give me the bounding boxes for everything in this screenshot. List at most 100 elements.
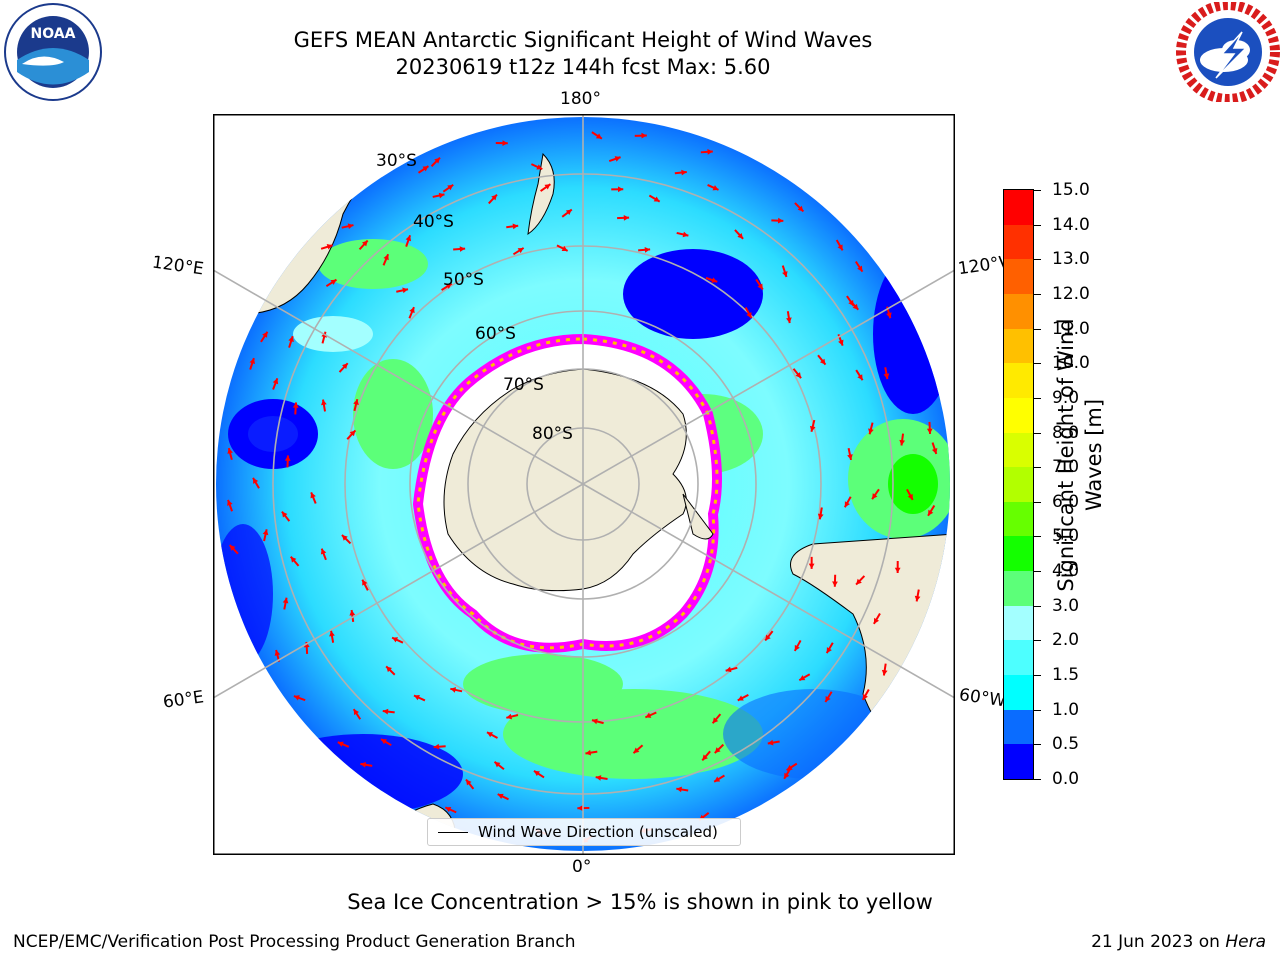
wave-arrow-head — [857, 265, 863, 272]
wave-arrow-head — [293, 695, 300, 701]
colorbar-tick-mark — [1034, 709, 1041, 711]
wave-arrow-head — [872, 493, 878, 500]
wave-arrow-head — [445, 283, 452, 289]
wave-arrow-head — [533, 770, 540, 777]
lon-label-left-upper: 120°E — [150, 252, 205, 280]
wave-arrow-head — [711, 277, 718, 283]
wave-arrow-head — [714, 776, 721, 782]
wave-arrow-head — [445, 806, 452, 813]
footer-branch: NCEP/EMC/Verification Post Processing Pr… — [13, 932, 576, 952]
wave-arrow-head — [229, 545, 236, 551]
wave-arrow-head — [292, 402, 299, 408]
colorbar-tick-label: 11.0 — [1052, 318, 1090, 339]
low-wave-patch — [623, 249, 763, 339]
wave-arrow-head — [502, 140, 508, 146]
colorbar-tick-label: 8.0 — [1052, 422, 1080, 443]
wave-arrow-head — [786, 317, 792, 324]
legend-label: Wind Wave Direction (unscaled) — [478, 823, 718, 841]
wave-arrow-head — [349, 610, 356, 616]
wave-arrow-head — [321, 399, 327, 406]
wave-arrow-head — [702, 754, 708, 761]
wave-arrow-head — [310, 492, 316, 499]
wave-arrow-head — [777, 217, 784, 224]
wave-arrow-head — [757, 283, 763, 290]
colorbar-segment — [1004, 258, 1033, 294]
wave-arrow-head — [383, 254, 389, 261]
wave-arrow-head — [714, 747, 721, 754]
colorbar-segment — [1004, 674, 1033, 710]
colorbar-tick-label: 3.0 — [1052, 595, 1080, 616]
wave-arrow-head — [329, 630, 335, 637]
wave-arrow-head — [857, 374, 863, 381]
wave-arrow-head — [797, 205, 804, 212]
wave-arrow-head — [486, 732, 493, 738]
wave-arrow-head — [595, 133, 602, 139]
colorbar-title-line2: Waves [m] — [1082, 398, 1106, 512]
colorbar-tick-mark — [1034, 571, 1041, 573]
wave-arrow-head — [561, 245, 568, 252]
wave-arrow-head — [645, 712, 652, 718]
wave-arrow-head — [253, 477, 259, 484]
colorbar-tick-label: 15.0 — [1052, 180, 1090, 200]
wave-arrow-head — [447, 184, 454, 191]
lat-label-50: 50°S — [443, 270, 484, 290]
wave-arrow-head — [782, 271, 788, 277]
wave-arrow-head — [838, 339, 844, 346]
nws-logo — [1176, 0, 1280, 104]
wave-arrow-head — [330, 279, 337, 285]
wave-arrow-head — [809, 425, 816, 432]
colorbar-tick-label: 0.0 — [1052, 769, 1080, 789]
wave-arrow-head — [272, 378, 279, 385]
wave-arrow-head — [826, 647, 832, 654]
wave-arrow-head — [577, 805, 583, 811]
wave-arrow-head — [392, 637, 399, 643]
colorbar-tick-label: 10.0 — [1052, 353, 1090, 374]
colorbar-tick-label: 9.0 — [1052, 387, 1080, 408]
colorbar-tick-label: 6.0 — [1052, 491, 1080, 512]
meridians — [212, 114, 956, 855]
lon-label-bottom: 0° — [572, 857, 592, 877]
wave-arrow-head — [585, 749, 592, 756]
wave-arrow-head — [644, 246, 651, 253]
lat-label-80: 80°S — [532, 424, 573, 444]
colorbar-tick-mark — [1034, 744, 1041, 746]
wave-arrow-head — [491, 194, 497, 201]
colorbar-segment — [1004, 743, 1033, 779]
wave-arrow-head — [873, 617, 880, 624]
wave-arrow-head — [512, 223, 519, 230]
wave-arrow-head — [326, 244, 333, 250]
wave-arrow-head — [362, 579, 368, 586]
wave-arrow-head — [591, 718, 598, 725]
wave-arrow-head — [281, 511, 288, 518]
wave-arrow-head — [653, 196, 660, 202]
wave-arrow-head — [413, 695, 420, 701]
wave-arrow-head — [837, 244, 843, 251]
wave-arrow-head — [633, 747, 640, 754]
wave-arrow-head — [712, 717, 719, 724]
colorbar-tick-mark — [1034, 190, 1041, 191]
wave-arrow-head — [682, 231, 689, 238]
colorbar-tick-label: 0.5 — [1052, 734, 1080, 755]
wave-arrow-head — [676, 786, 682, 793]
wave-arrow-head — [595, 775, 602, 781]
lat-label-30: 30°S — [376, 151, 417, 171]
wave-arrow-head — [536, 164, 543, 170]
wave-arrow-head — [737, 232, 744, 239]
wave-arrow-head — [746, 312, 752, 319]
colorbar-tick-label: 1.5 — [1052, 665, 1080, 686]
colorbar-tick-mark — [1034, 640, 1041, 642]
colorbar-segment — [1004, 639, 1033, 676]
wave-arrow-head — [347, 223, 354, 230]
wave-arrow-head — [819, 358, 826, 365]
footer-date: 21 Jun 2023 on Hera — [1091, 932, 1266, 952]
colorbar-tick-mark — [1034, 293, 1041, 295]
colorbar-segment — [1004, 570, 1033, 606]
wave-arrow-head — [284, 455, 291, 461]
colorbar-tick-mark — [1034, 467, 1041, 469]
lon-label-right-lower: 60°W — [957, 685, 1005, 711]
wave-arrow-head — [422, 166, 429, 172]
wave-arrow-head — [361, 240, 368, 247]
wave-arrow-head — [907, 493, 913, 500]
colorbar-title-line1: Significant Height of Wind — [1054, 318, 1078, 592]
wave-arrow-head — [227, 448, 233, 454]
